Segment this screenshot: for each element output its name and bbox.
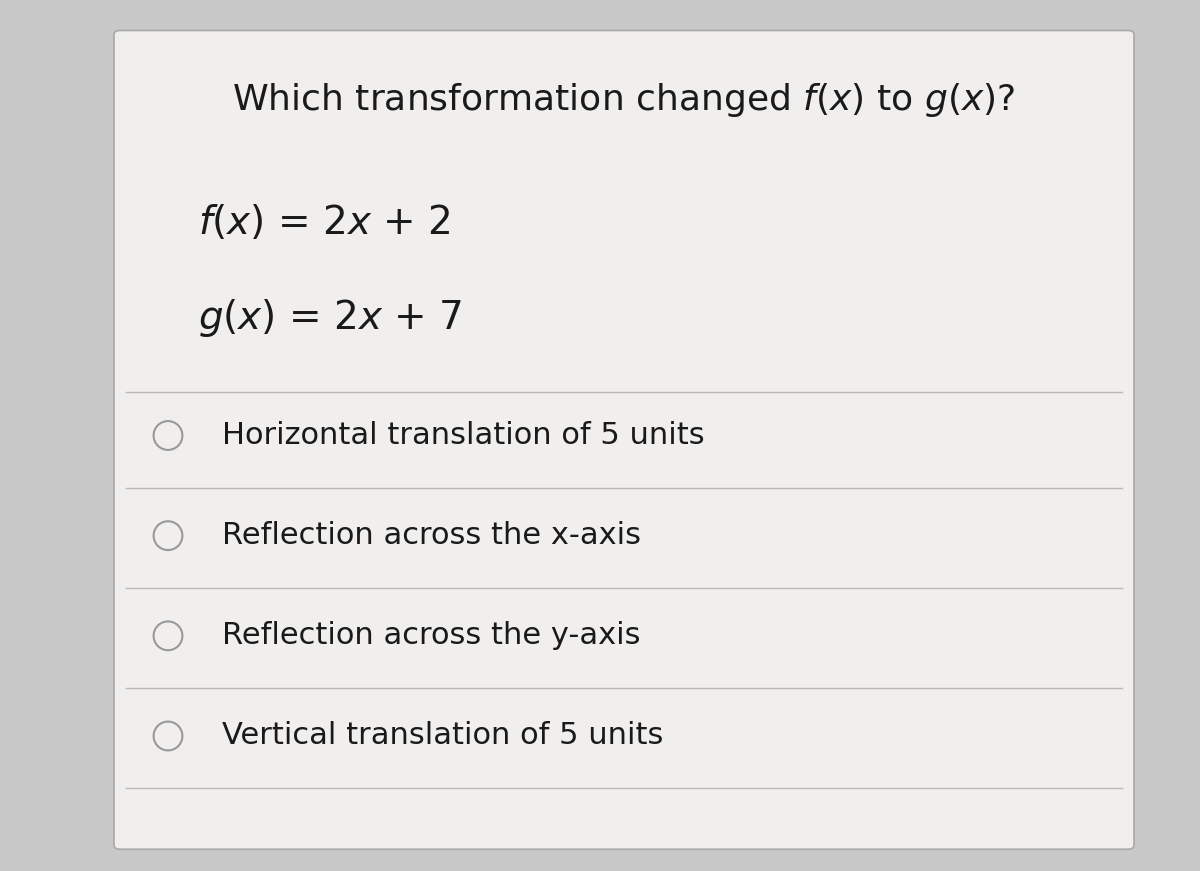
Text: Reflection across the y-axis: Reflection across the y-axis	[222, 621, 641, 651]
Text: Reflection across the x-axis: Reflection across the x-axis	[222, 521, 641, 550]
Text: $f$($x$) = 2$x$ + 2: $f$($x$) = 2$x$ + 2	[198, 203, 450, 241]
Text: $g$($x$) = 2$x$ + 7: $g$($x$) = 2$x$ + 7	[198, 297, 462, 339]
Text: Which transformation changed $f$($x$) to $g$($x$)?: Which transformation changed $f$($x$) to…	[233, 81, 1015, 119]
Text: Vertical translation of 5 units: Vertical translation of 5 units	[222, 721, 664, 751]
Text: Horizontal translation of 5 units: Horizontal translation of 5 units	[222, 421, 704, 450]
